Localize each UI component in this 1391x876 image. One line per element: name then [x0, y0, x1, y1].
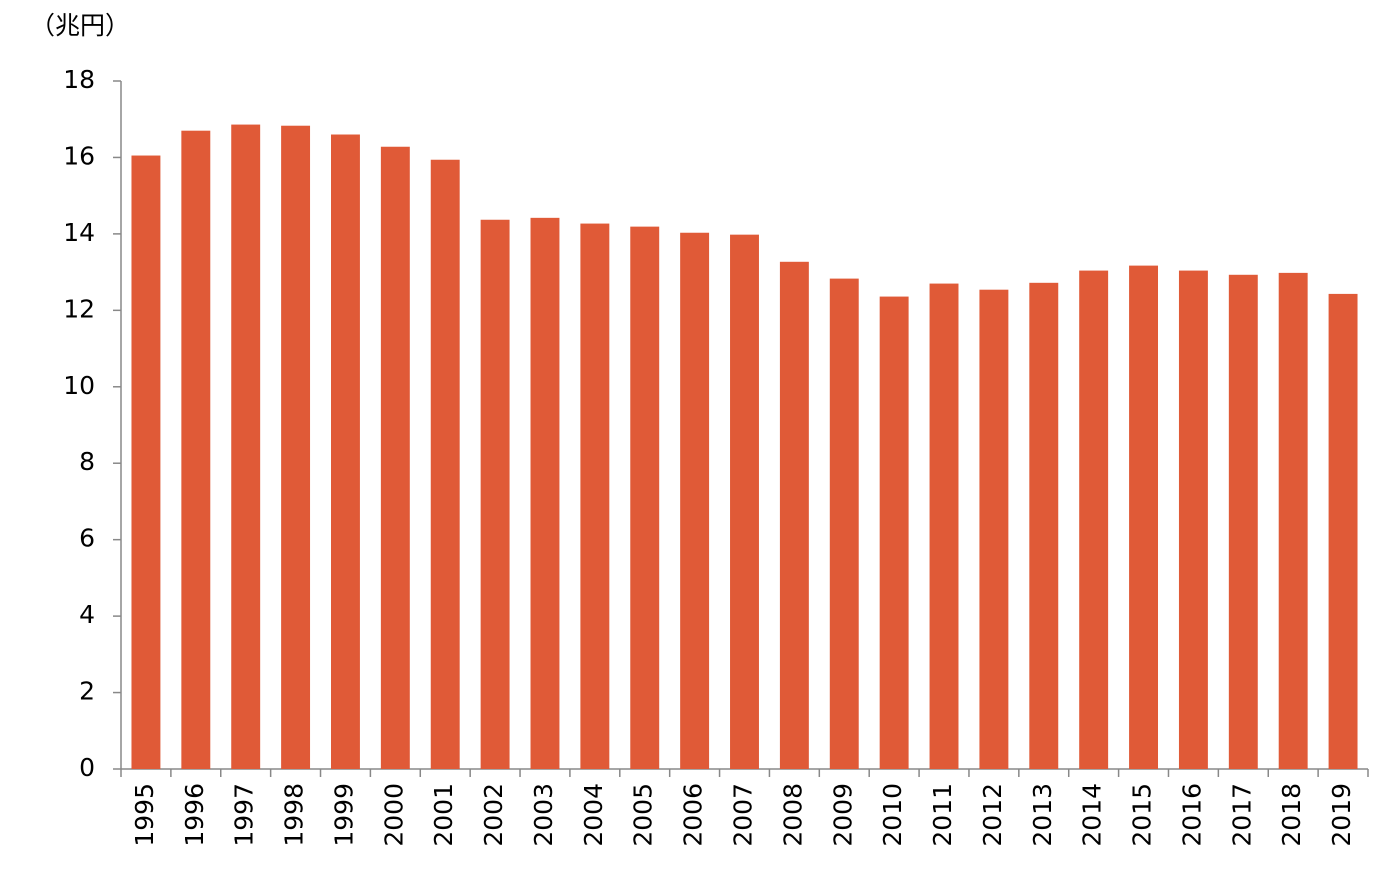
bar — [829, 278, 859, 769]
x-tick-label: 2000 — [379, 783, 408, 847]
x-tick-label: 1996 — [180, 783, 209, 847]
y-tick-label: 6 — [79, 524, 95, 553]
bar — [131, 155, 161, 770]
bar — [181, 130, 211, 769]
x-tick-label: 2003 — [529, 783, 558, 847]
bar — [580, 223, 610, 769]
x-tick-label: 2005 — [629, 783, 658, 847]
y-tick-label: 2 — [79, 677, 95, 706]
x-tick-label: 1997 — [230, 783, 259, 847]
x-tick-label: 1998 — [280, 783, 309, 847]
bar — [330, 134, 360, 769]
bar — [730, 234, 759, 770]
bar — [879, 296, 909, 769]
y-tick-label: 16 — [63, 141, 95, 170]
bar — [430, 159, 460, 769]
x-tick-label: 2009 — [828, 783, 857, 847]
y-axis-unit: （兆円） — [30, 11, 130, 40]
y-tick-label: 0 — [79, 753, 95, 782]
x-tick-label: 2001 — [429, 783, 458, 847]
x-tick-label: 2013 — [1028, 783, 1057, 847]
x-tick-label: 2010 — [878, 783, 907, 847]
bar — [929, 283, 959, 769]
bar — [1079, 270, 1109, 769]
x-tick-label: 2006 — [679, 783, 708, 847]
bar — [480, 219, 510, 769]
bar — [281, 125, 311, 770]
y-tick-label: 14 — [63, 218, 95, 247]
bar — [1178, 270, 1208, 769]
bar — [630, 226, 660, 770]
x-tick-label: 2016 — [1177, 783, 1206, 847]
x-tick-label: 2011 — [928, 783, 957, 847]
bar — [530, 217, 560, 769]
x-tick-label: 2018 — [1277, 783, 1306, 847]
bar — [231, 124, 261, 769]
x-tick-label: 2015 — [1128, 783, 1157, 847]
bar — [979, 289, 1009, 769]
y-tick-label: 12 — [63, 294, 95, 323]
x-tick-label: 1999 — [329, 783, 358, 847]
bar — [1029, 282, 1059, 769]
x-tick-label: 2008 — [778, 783, 807, 847]
x-tick-label: 1995 — [130, 783, 159, 847]
x-tick-label: 2002 — [479, 783, 508, 847]
x-tick-label: 2014 — [1078, 783, 1107, 847]
bar — [1278, 272, 1308, 769]
bar — [680, 232, 710, 770]
x-tick-label: 2007 — [729, 783, 758, 847]
x-tick-label: 2004 — [579, 783, 608, 847]
y-tick-label: 4 — [79, 600, 95, 629]
bar — [779, 261, 809, 769]
bar — [1228, 274, 1258, 769]
x-tick-label: 2012 — [978, 783, 1007, 847]
x-tick-label: 2019 — [1327, 783, 1356, 847]
y-tick-label: 8 — [79, 447, 95, 476]
bar — [380, 146, 410, 770]
bar — [1328, 293, 1358, 769]
bar — [1129, 265, 1159, 769]
y-tick-label: 18 — [63, 65, 95, 94]
y-tick-label: 10 — [63, 371, 95, 400]
x-tick-label: 2017 — [1227, 783, 1256, 847]
